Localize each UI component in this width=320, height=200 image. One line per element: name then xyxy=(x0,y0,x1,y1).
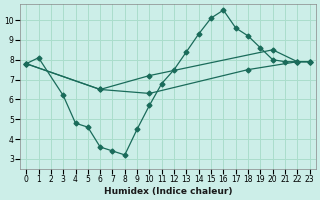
X-axis label: Humidex (Indice chaleur): Humidex (Indice chaleur) xyxy=(104,187,232,196)
